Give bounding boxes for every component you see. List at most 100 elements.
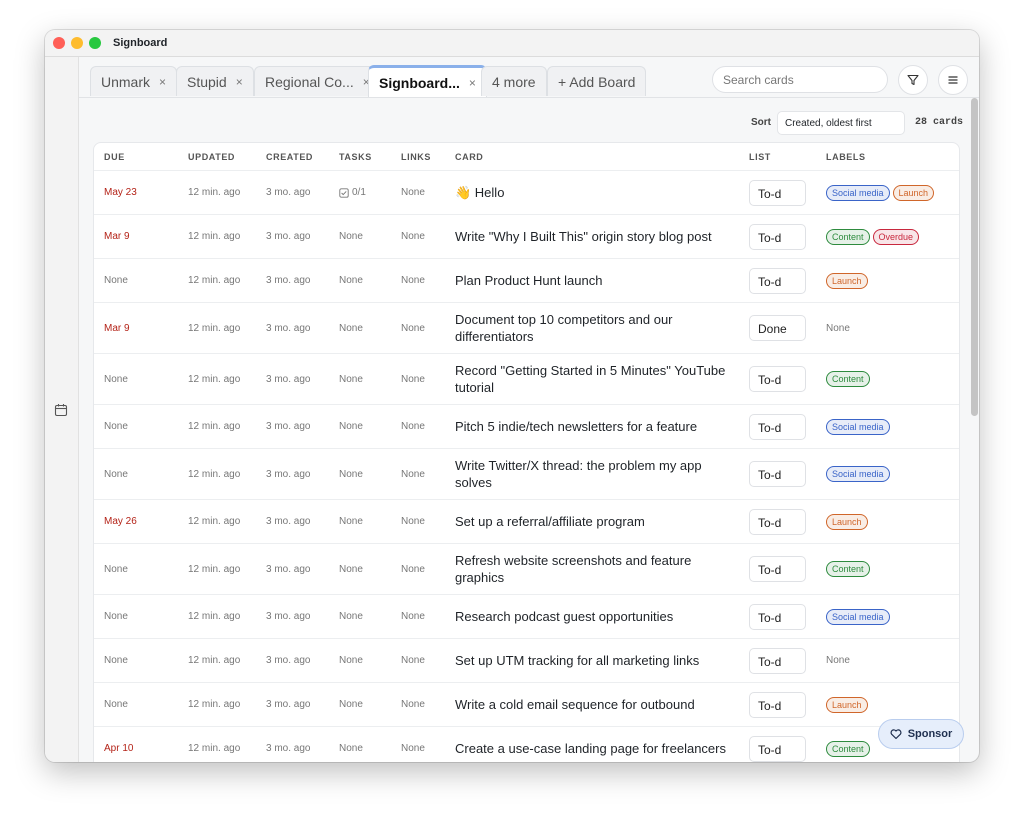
label-chip[interactable]: Launch xyxy=(826,272,868,289)
list-cell: To-d xyxy=(749,461,826,487)
updated: 12 min. ago xyxy=(188,743,241,754)
links: None xyxy=(401,611,425,622)
list-cell: To-d xyxy=(749,735,826,762)
labels: Social media xyxy=(826,608,959,625)
tab-close[interactable]: × xyxy=(159,74,167,89)
tab[interactable]: Stupid × xyxy=(176,66,254,96)
card-row[interactable]: None 12 min. ago 3 mo. ago None None Record "… xyxy=(94,353,959,404)
label-chip[interactable]: Social media xyxy=(826,608,890,625)
list-select[interactable]: To-d xyxy=(749,366,806,392)
search-input[interactable]: Search cards xyxy=(712,66,888,93)
labels: None xyxy=(826,323,959,334)
list-cell: To-d xyxy=(749,366,826,392)
links: None xyxy=(401,322,425,334)
updated: 12 min. ago xyxy=(188,373,241,385)
column-header: DUE xyxy=(104,151,125,162)
due-date: May 26 xyxy=(104,516,137,527)
card-title[interactable]: 👋 Hello xyxy=(455,185,505,200)
label-chip[interactable]: Overdue xyxy=(872,228,920,245)
list-cell: To-d xyxy=(749,179,826,206)
card-row[interactable]: None 12 min. ago 3 mo. ago None None Plan Pro… xyxy=(94,258,959,302)
tasks: None xyxy=(339,421,363,432)
card-title[interactable]: Pitch 5 indie/tech newsletters for a fea… xyxy=(455,419,698,434)
scrollbar[interactable] xyxy=(971,98,978,416)
tab[interactable]: 4 more xyxy=(481,66,547,96)
card-row[interactable]: None 12 min. ago 3 mo. ago None None Research… xyxy=(94,594,959,638)
list-select[interactable]: To-d xyxy=(749,647,806,674)
list-select[interactable]: To-d xyxy=(749,691,806,718)
list-select[interactable]: To-d xyxy=(749,735,806,762)
filter-button[interactable] xyxy=(898,65,928,95)
label-chip[interactable]: Launch xyxy=(826,513,868,530)
tab-close[interactable]: × xyxy=(362,74,370,89)
window-title: Signboard xyxy=(113,37,168,49)
list-select[interactable]: To-d xyxy=(749,413,806,440)
card-row[interactable]: May 23 12 min. ago 3 mo. ago 0/1 None 👋 Hello… xyxy=(94,170,959,214)
card-row[interactable]: None 12 min. ago 3 mo. ago None None Refresh … xyxy=(94,543,959,594)
list-select[interactable]: To-d xyxy=(749,603,806,630)
card-title[interactable]: Set up a referral/affiliate program xyxy=(455,514,645,529)
tab[interactable]: Regional Co... × xyxy=(254,66,381,96)
sort-select[interactable]: Created, oldest first xyxy=(777,111,905,135)
label-chip[interactable]: Content xyxy=(826,228,870,245)
list-select[interactable]: Done xyxy=(749,315,806,341)
due-date: Mar 9 xyxy=(104,231,130,242)
list-select[interactable]: To-d xyxy=(749,267,806,294)
menu-button[interactable] xyxy=(938,65,968,95)
tab[interactable]: Unmark × xyxy=(90,66,178,96)
card-row[interactable]: None 12 min. ago 3 mo. ago None None Set up U… xyxy=(94,638,959,682)
created: 3 mo. ago xyxy=(266,563,311,575)
tab-close[interactable]: × xyxy=(468,75,476,90)
card-title[interactable]: Refresh website screenshots and feature … xyxy=(455,553,692,585)
card-row[interactable]: May 26 12 min. ago 3 mo. ago None None Set up… xyxy=(94,499,959,543)
label-chip[interactable]: Content xyxy=(826,561,870,577)
label-chip[interactable]: Content xyxy=(826,740,870,757)
tab-close[interactable]: × xyxy=(235,74,243,89)
minimize-button[interactable] xyxy=(71,37,83,49)
updated: 12 min. ago xyxy=(188,421,241,432)
card-title[interactable]: Write Twitter/X thread: the problem my a… xyxy=(455,458,702,490)
card-row[interactable]: Mar 9 12 min. ago 3 mo. ago None None Write "… xyxy=(94,214,959,258)
label-chip[interactable]: Social media xyxy=(826,418,890,435)
sponsor-button[interactable]: Sponsor xyxy=(878,719,964,749)
tasks: None xyxy=(339,563,363,575)
calendar-icon[interactable] xyxy=(54,403,68,417)
card-row[interactable]: Mar 9 12 min. ago 3 mo. ago None None Documen… xyxy=(94,302,959,353)
label-chip[interactable]: Content xyxy=(826,371,870,387)
card-row[interactable]: None 12 min. ago 3 mo. ago None None Write a … xyxy=(94,682,959,726)
list-select[interactable]: To-d xyxy=(749,508,806,535)
list-select[interactable]: To-d xyxy=(749,223,806,250)
card-title[interactable]: Document top 10 competitors and our diff… xyxy=(455,312,673,344)
card-row[interactable]: None 12 min. ago 3 mo. ago None None Write Tw… xyxy=(94,448,959,499)
list-select[interactable]: To-d xyxy=(749,556,806,582)
column-header: CARD xyxy=(455,151,484,162)
card-title[interactable]: Write "Why I Built This" origin story bl… xyxy=(455,229,712,244)
created: 3 mo. ago xyxy=(266,611,311,622)
card-title[interactable]: Write a cold email sequence for outbound xyxy=(455,697,695,712)
list-select[interactable]: To-d xyxy=(749,179,806,206)
card-title[interactable]: Create a use-case landing page for freel… xyxy=(455,741,726,756)
tab-label: + Add Board xyxy=(558,73,636,90)
tab[interactable]: + Add Board xyxy=(547,66,647,96)
label-chip[interactable]: Social media xyxy=(826,466,890,482)
tasks: None xyxy=(339,655,363,666)
card-row[interactable]: Apr 10 12 min. ago 3 mo. ago None None Create… xyxy=(94,726,959,762)
label-chip[interactable]: Social media xyxy=(826,184,890,201)
list-select[interactable]: To-d xyxy=(749,461,806,487)
created: 3 mo. ago xyxy=(266,373,311,385)
card-row[interactable]: None 12 min. ago 3 mo. ago None None Pitch 5 … xyxy=(94,404,959,448)
label-chip[interactable]: Launch xyxy=(892,184,935,201)
card-title[interactable]: Record "Getting Started in 5 Minutes" Yo… xyxy=(455,363,726,395)
tab[interactable]: Signboard... × xyxy=(368,65,487,97)
links: None xyxy=(401,516,425,527)
close-button[interactable] xyxy=(53,37,65,49)
card-title[interactable]: Research podcast guest opportunities xyxy=(455,609,674,624)
card-title[interactable]: Plan Product Hunt launch xyxy=(455,273,603,288)
card-title[interactable]: Set up UTM tracking for all marketing li… xyxy=(455,653,700,668)
label-chip[interactable]: Launch xyxy=(826,696,868,713)
column-header: LIST xyxy=(749,151,771,162)
zoom-button[interactable] xyxy=(89,37,101,49)
tasks: None xyxy=(339,275,363,286)
labels: Social media Launch xyxy=(826,184,959,201)
